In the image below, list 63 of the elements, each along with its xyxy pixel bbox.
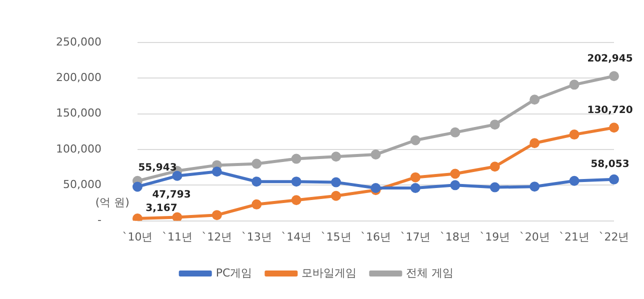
data-label: 3,167 xyxy=(146,203,178,214)
point xyxy=(490,162,500,172)
x-tick-label: `14년 xyxy=(281,230,312,244)
point xyxy=(212,210,222,220)
data-label: 47,793 xyxy=(152,189,191,200)
y-tick-label: 250,000 xyxy=(56,35,102,48)
x-tick-label: `21년 xyxy=(559,230,590,244)
point xyxy=(530,94,540,105)
y-tick-label: - xyxy=(98,214,102,227)
legend-label: 모바일게임 xyxy=(302,266,357,280)
point xyxy=(370,150,381,160)
point xyxy=(331,152,342,162)
point xyxy=(450,180,460,190)
point xyxy=(172,212,182,221)
data-label: 58,053 xyxy=(590,159,630,170)
legend-label: 전체 게임 xyxy=(406,266,454,280)
point xyxy=(410,135,420,146)
y-tick-label: 50,000 xyxy=(62,178,102,192)
x-tick-label: `17년 xyxy=(400,230,431,244)
data-label: 202,945 xyxy=(587,54,633,65)
point xyxy=(252,158,262,169)
point xyxy=(291,154,302,164)
y-tick-label: 200,000 xyxy=(56,71,102,84)
legend-label: PC게임 xyxy=(216,266,252,280)
point xyxy=(212,166,222,177)
point xyxy=(252,199,262,210)
point xyxy=(530,182,540,192)
x-tick-label: `10년 xyxy=(122,230,153,244)
point xyxy=(450,168,460,179)
point xyxy=(490,120,500,130)
data-label: 55,943 xyxy=(138,162,177,174)
point xyxy=(490,182,500,192)
point xyxy=(530,138,540,148)
point xyxy=(569,80,580,90)
point xyxy=(252,176,262,187)
x-tick-label: `11년 xyxy=(162,230,192,244)
point xyxy=(569,176,580,186)
point xyxy=(410,172,420,182)
x-tick-label: `15년 xyxy=(320,230,352,244)
x-tick-label: `19년 xyxy=(480,230,510,244)
x-tick-label: `16년 xyxy=(360,230,391,244)
x-tick-label: `12년 xyxy=(202,230,232,244)
point xyxy=(132,182,142,192)
point xyxy=(331,177,342,188)
x-tick-label: `13년 xyxy=(241,230,272,244)
y-axis-title: (억 원) xyxy=(95,196,130,209)
point xyxy=(172,170,182,181)
y-tick-label: 100,000 xyxy=(56,142,102,156)
point xyxy=(410,183,420,194)
x-tick-label: `20년 xyxy=(519,230,550,244)
point xyxy=(291,176,302,187)
x-tick-label: `22년 xyxy=(598,230,630,244)
point xyxy=(609,122,619,133)
point xyxy=(609,174,619,184)
point xyxy=(569,130,580,140)
point xyxy=(609,71,619,82)
x-tick-label: `18년 xyxy=(440,230,470,244)
point xyxy=(291,195,302,206)
y-tick-label: 150,000 xyxy=(56,106,102,120)
point xyxy=(132,214,142,221)
point xyxy=(450,127,460,138)
data-label: 130,720 xyxy=(587,105,633,116)
point xyxy=(331,190,342,201)
